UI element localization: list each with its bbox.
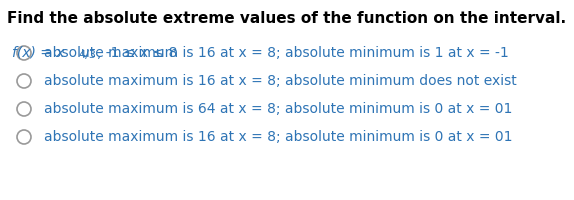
Text: Find the absolute extreme values of the function on the interval.: Find the absolute extreme values of the … [7,11,567,26]
Text: 4/3: 4/3 [78,50,96,60]
Text: absolute maximum is 16 at x = 8; absolute minimum is 0 at x = 01: absolute maximum is 16 at x = 8; absolut… [44,129,513,143]
Text: absolute maximum is 64 at x = 8; absolute minimum is 0 at x = 01: absolute maximum is 64 at x = 8; absolut… [44,101,513,115]
Text: f(x) = x: f(x) = x [12,46,64,60]
Text: absolute maximum is 16 at x = 8; absolute minimum is 1 at x = -1: absolute maximum is 16 at x = 8; absolut… [44,46,509,60]
Text: , -1 ≤ x ≤ 8: , -1 ≤ x ≤ 8 [97,46,177,60]
Text: absolute maximum is 16 at x = 8; absolute minimum does not exist: absolute maximum is 16 at x = 8; absolut… [44,74,517,88]
